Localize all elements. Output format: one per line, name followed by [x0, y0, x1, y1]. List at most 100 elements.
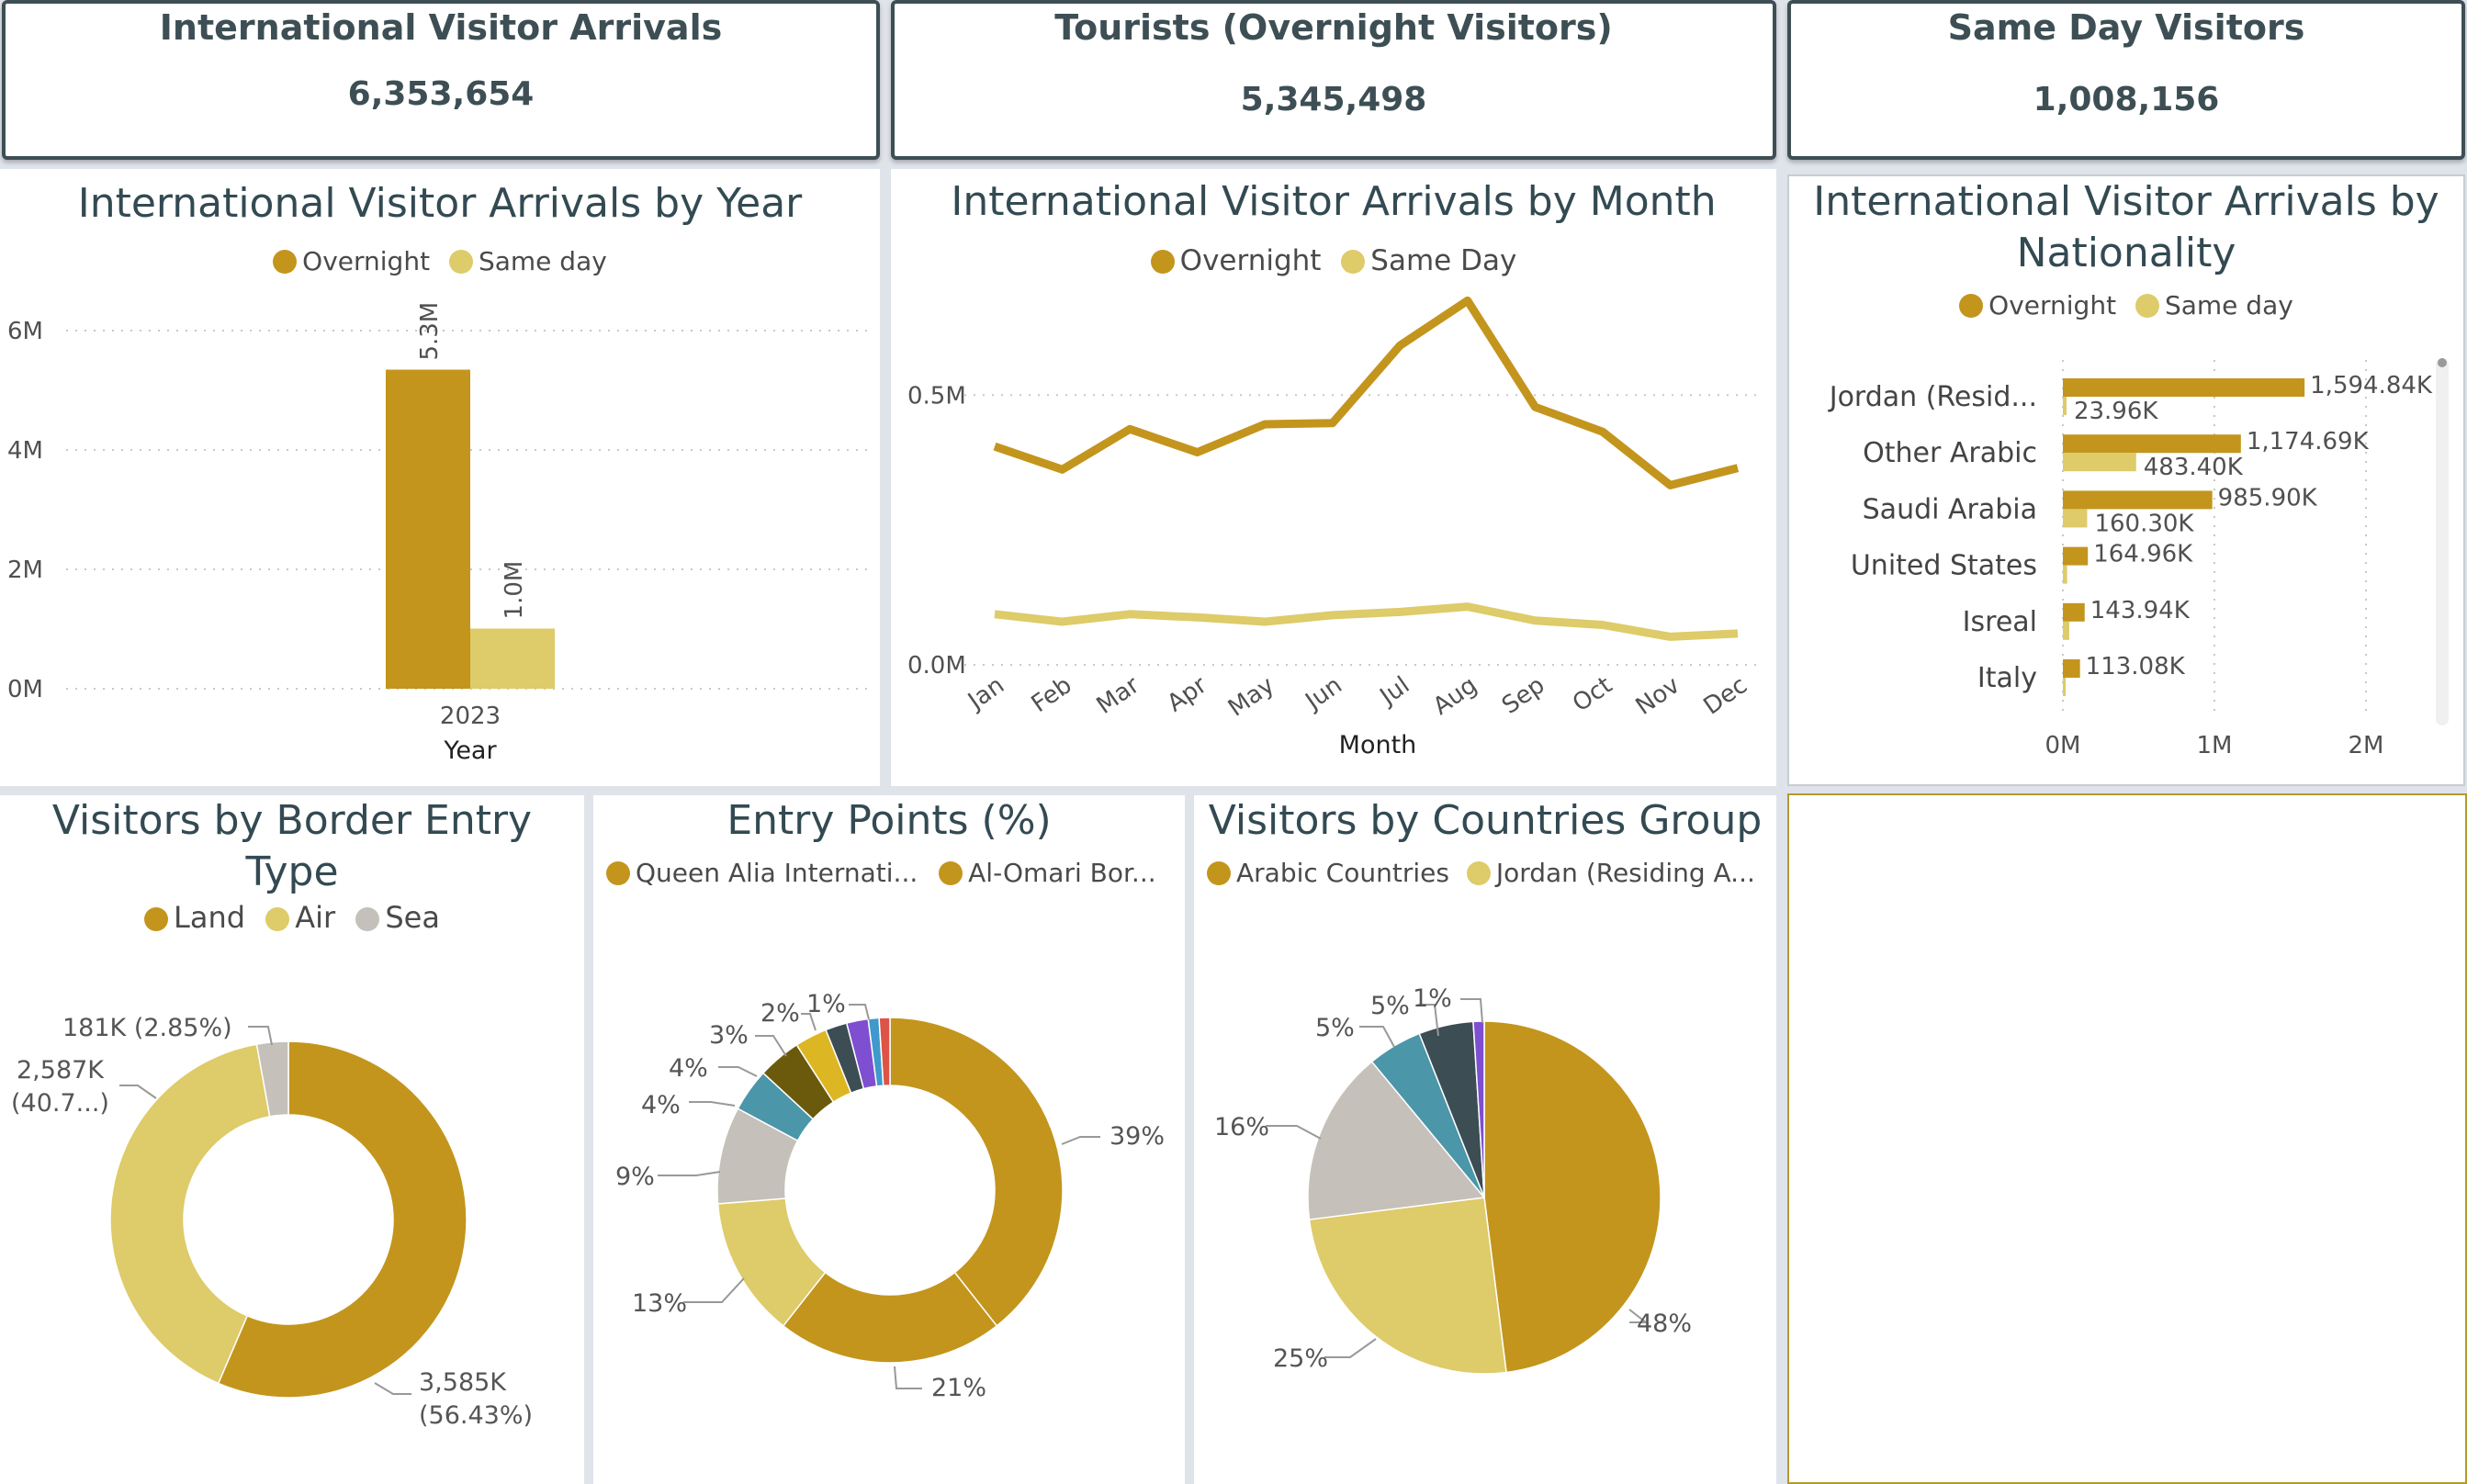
leader-line [849, 1004, 870, 1020]
chart-legend: Overnight Same day [0, 246, 880, 276]
legend-item[interactable]: Jordan (Residing A... [1466, 858, 1755, 888]
legend-marker [273, 250, 298, 274]
x-tick-label: Oct [1568, 671, 1617, 717]
bar-same-day [2063, 509, 2088, 528]
bar-overnight [2063, 546, 2089, 566]
x-tick-label: Jun [1300, 671, 1347, 716]
legend-label: Same day [478, 246, 607, 276]
bar-same-day [2063, 621, 2069, 640]
bar-same-day [2063, 453, 2136, 472]
data-label: (56.43%) [419, 1401, 533, 1430]
legend-label: Arabic Countries [1236, 858, 1449, 888]
legend-label: Jordan (Residing A... [1495, 858, 1755, 888]
y-tick-label: 6M [7, 318, 43, 345]
x-tick-label: May [1223, 671, 1279, 722]
data-label: 1% [806, 990, 846, 1018]
chart-nationality-svg: 0M 1M 2M Jordan (Resid... 1,594.84K 23.96K Oth… [1828, 360, 2433, 759]
x-tick-label: Sep [1497, 671, 1549, 720]
leader-line [1266, 1125, 1322, 1140]
data-label: 3,585K [419, 1368, 507, 1397]
legend-marker [606, 861, 630, 885]
panel-arrivals-by-year[interactable]: International Visitor Arrivals by Year O… [0, 169, 880, 786]
legend-item[interactable]: Same day [2135, 290, 2293, 320]
bar-same-day [2063, 565, 2067, 584]
data-label: 48% [1637, 1310, 1692, 1338]
leader-line [683, 1277, 745, 1303]
data-label: 5% [1370, 992, 1410, 1020]
legend-label: Al-Omari Bor... [968, 858, 1156, 888]
chart-title: Entry Points (%) [727, 797, 1052, 844]
panel-arrivals-by-nationality[interactable]: International Visitor Arrivals by Nation… [1787, 174, 2465, 786]
panel-border-entry-type[interactable]: Visitors by Border Entry Type Land Air S… [0, 795, 584, 1484]
x-tick-label: 2023 [440, 703, 501, 730]
leader-line [718, 1066, 758, 1077]
data-label: 3% [709, 1021, 749, 1050]
leader-line [894, 1366, 922, 1389]
legend-item[interactable]: Air [265, 900, 335, 935]
kpi-value: 5,345,498 [1240, 81, 1427, 118]
y-category-label: Jordan (Resid... [1828, 381, 2037, 413]
kpi-value: 1,008,156 [2033, 81, 2220, 118]
leader-line [119, 1085, 157, 1099]
panel-arrivals-by-month[interactable]: International Visitor Arrivals by Month … [891, 169, 1776, 786]
x-tick-label: Nov [1631, 671, 1685, 721]
scrollbar-thumb[interactable] [2438, 358, 2447, 367]
kpi-card-tourists[interactable]: Tourists (Overnight Visitors) 5,345,498 [891, 0, 1776, 160]
data-label: 164.96K [2093, 541, 2193, 568]
data-label: 5.3M [416, 302, 444, 361]
chart-entry-svg: 39%21%13%9%4%4%3%2% 1% [615, 990, 1165, 1402]
chart-title: International Visitor Arrivals by Month [951, 178, 1717, 225]
kpi-card-same-day[interactable]: Same Day Visitors 1,008,156 [1787, 0, 2465, 160]
leader-line [689, 1101, 736, 1107]
legend-item[interactable]: Arabic Countries [1207, 858, 1449, 888]
panel-countries-group[interactable]: Visitors by Countries Group Arabic Count… [1194, 795, 1776, 1484]
y-tick-label: 0M [7, 676, 43, 703]
data-label: 25% [1273, 1344, 1328, 1373]
legend-item[interactable]: Sea [355, 900, 440, 935]
data-label: 985.90K [2218, 484, 2318, 512]
data-label: 113.08K [2086, 653, 2186, 680]
data-label: 16% [1214, 1113, 1269, 1141]
pie-slice [878, 1017, 891, 1087]
kpi-card-arrivals[interactable]: International Visitor Arrivals 6,353,654 [2, 0, 880, 160]
x-axis-title: Year [443, 736, 497, 765]
chart-legend: Overnight Same Day [891, 244, 1776, 277]
y-tick-label: 0.5M [907, 382, 966, 410]
legend-item[interactable]: Overnight [1959, 290, 2116, 320]
pie-slice [217, 1040, 467, 1399]
panel-entry-points[interactable]: Entry Points (%) Queen Alia Internati...… [593, 795, 1185, 1484]
x-tick-label: Jul [1374, 671, 1415, 712]
data-label: 2% [760, 999, 800, 1028]
legend-item[interactable]: Al-Omari Bor... [939, 858, 1156, 888]
pie-slice [1307, 1061, 1486, 1220]
bar-overnight [2063, 602, 2085, 622]
y-category-label: Other Arabic [1863, 437, 2037, 469]
legend-item[interactable]: Overnight [273, 246, 430, 276]
x-tick-label: 0M [2045, 732, 2081, 759]
data-label: 23.96K [2074, 398, 2158, 425]
chart-year-svg: 0M 2M 4M 6M 5.3M 1.0M 2023 Year [7, 302, 873, 765]
bar-same-day [470, 628, 555, 689]
y-tick-label: 4M [7, 437, 43, 465]
data-label: 39% [1110, 1122, 1165, 1151]
legend-item[interactable]: Land [144, 900, 245, 935]
legend-item[interactable]: Same day [448, 246, 607, 276]
y-category-label: Saudi Arabia [1863, 493, 2037, 525]
legend-item[interactable]: Same Day [1341, 244, 1516, 277]
legend-marker [448, 250, 473, 274]
kpi-title: International Visitor Arrivals [159, 7, 723, 48]
panel-empty [1787, 793, 2467, 1484]
bar-overnight [2063, 378, 2305, 397]
legend-item[interactable]: Overnight [1150, 244, 1321, 277]
kpi-value: 6,353,654 [347, 75, 535, 113]
chart-title: Visitors by Border Entry [51, 797, 533, 844]
scrollbar[interactable] [2436, 358, 2449, 725]
y-tick-label: 2M [7, 556, 43, 584]
leader-line [1460, 998, 1483, 1024]
chart-legend: Land Air Sea [0, 900, 584, 935]
legend-item[interactable]: Queen Alia Internati... [606, 858, 918, 888]
data-label: 1,594.84K [2310, 372, 2433, 399]
kpi-title: Same Day Visitors [1947, 7, 2305, 48]
y-category-label: Isreal [1963, 606, 2037, 638]
chart-month-svg: 0.0M 0.5M Jan Feb Mar Apr May Jun Jul Aug Sep Oct No… [907, 296, 1763, 759]
